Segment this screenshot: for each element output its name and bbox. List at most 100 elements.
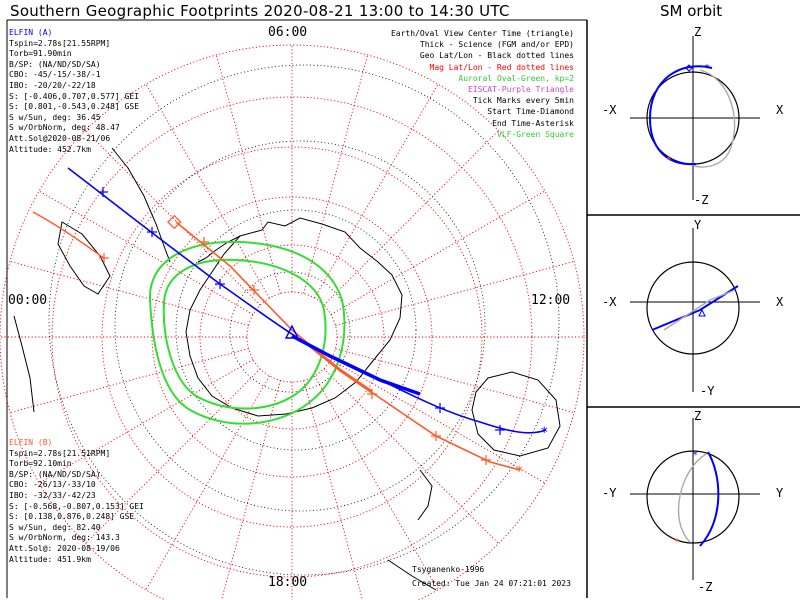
mag-lon-line	[303, 54, 369, 294]
orbit-xz-asterisk-b: *	[666, 155, 672, 166]
africa-outline	[57, 221, 111, 295]
legend-item: Earth/Oval View Center Time (triangle)	[390, 29, 574, 38]
elfin-a-line: S: [0.801,-0.543,0.248] GSE	[9, 102, 140, 112]
elfin-a-path	[67, 167, 547, 434]
orbit-panel-xy	[630, 228, 760, 392]
polar-map: * *	[0, 44, 585, 600]
orbit-panel-xz: * *	[630, 36, 760, 200]
orbit-xz-top-label: Z	[694, 25, 702, 39]
orbit-xz-diamond	[685, 64, 693, 72]
antarctic-peninsula-outline	[197, 235, 241, 263]
orbit-xy-top-label: Y	[694, 218, 702, 232]
orbit-xz-asterisk-a: *	[704, 63, 710, 74]
view-center-triangle	[284, 324, 300, 339]
orbit-xy-blue	[651, 285, 739, 331]
mlt-label-left: 00:00	[8, 293, 48, 308]
main-title: Southern Geographic Footprints 2020-08-2…	[10, 2, 510, 20]
orbit-yz-right-label: Y	[776, 486, 784, 500]
orbit-yz-left-label: -Y	[602, 486, 617, 500]
orbit-panel-yz: * *	[630, 418, 760, 580]
legend-item: Geo Lat/Lon - Black dotted lines	[419, 51, 574, 61]
model-credit: Tsyganenko-1996	[412, 565, 485, 574]
auroral-oval-outer	[148, 240, 346, 425]
south-america-outline	[111, 147, 171, 263]
elfin-b-info: ELFIN (B) Tspin=2.78s[21.51RPM] Torb=92.…	[9, 438, 144, 565]
mag-lon-line	[323, 368, 499, 544]
mlt-label-top: 06:00	[268, 25, 308, 40]
mag-lon-line	[335, 260, 575, 326]
mag-lon-lines	[0, 45, 584, 600]
geo-latlon-grid	[48, 64, 560, 576]
orbit-xz-bottom-label: -Z	[694, 193, 709, 207]
elfin-a-line: CBO: -45/-15/-38/-1	[9, 70, 101, 80]
orbit-xy-right-label: X	[776, 295, 784, 309]
elfin-a-line: S w/OrbNorm, deg: 48.47	[9, 123, 120, 133]
orbit-yz-asterisk-a: *	[692, 450, 698, 461]
tick-marks	[98, 187, 505, 465]
mag-lon-line	[215, 54, 281, 294]
mag-lon-line	[323, 130, 499, 306]
elfin-a-line: IBO: -20/20/-22/18	[9, 80, 96, 90]
legend: Earth/Oval View Center Time (triangle) T…	[391, 28, 574, 140]
mlt-label-right: 12:00	[531, 293, 571, 308]
orbit-xz-blue	[648, 65, 713, 166]
orbit-yz-top-label: Z	[694, 409, 702, 423]
mag-lon-line	[314, 375, 439, 591]
orbit-xy-left-label: -X	[602, 295, 617, 309]
elfin-a-end-asterisk: *	[540, 425, 548, 441]
elfin-a-info: ELFIN (A) Tspin=2.78s[21.55RPM] Torb=91.…	[9, 28, 139, 155]
elfin-b-line: Att.Sol@: 2020-08-19/06	[9, 543, 120, 553]
left-landmass-outline	[13, 315, 35, 413]
new-zealand-outline	[417, 469, 433, 521]
elfin-b-header: ELFIN (B)	[9, 438, 53, 447]
elfin-b-line: Tspin=2.78s[21.51RPM]	[9, 448, 111, 458]
mag-lon-line	[335, 348, 575, 414]
orbit-title: SM orbit	[660, 2, 723, 20]
legend-item: Start Time-Diamond	[487, 107, 574, 117]
mlt-label-bottom: 18:00	[268, 575, 308, 590]
elfin-a-science-segment	[291, 334, 421, 396]
mag-lon-line	[145, 375, 270, 591]
legend-item: EISCAT-Purple Triangle	[468, 85, 574, 95]
mag-lon-line	[330, 359, 546, 484]
elfin-b-path	[32, 211, 105, 259]
orbit-xz-left-label: -X	[602, 103, 617, 117]
elfin-a-line: Tspin=2.78s[21.55RPM]	[9, 38, 111, 48]
orbit-yz-bottom-label: -Z	[698, 580, 713, 594]
orbit-yz-asterisk-b: *	[674, 537, 680, 548]
legend-item: End Time-Asterisk	[492, 118, 574, 128]
orbit-yz-gray	[677, 453, 707, 543]
elfin-a-line: S: [-0.406,0.707,0.577] GEI	[9, 91, 140, 101]
elfin-b-line: S w/OrbNorm, deg: 143.3	[9, 533, 120, 543]
mag-lon-line	[330, 190, 546, 315]
mag-lon-line	[85, 368, 261, 544]
orbit-yz-blue	[699, 451, 720, 547]
mag-lon-line	[38, 190, 254, 315]
legend-item: Mag Lat/Lon - Red dotted lines	[429, 62, 575, 72]
created-timestamp: Created: Tue Jan 24 07:21:01 2023	[412, 579, 571, 588]
mag-lon-line	[38, 359, 254, 484]
elfin-b-line: Torb=92.10min	[9, 459, 72, 469]
elfin-b-line: B/SP: (NA/ND/SD/SA)	[9, 469, 101, 479]
elfin-b-line: Altitude: 451.9km	[9, 554, 91, 564]
elfin-b-line: IBO: -32/33/-42/23	[9, 490, 96, 500]
mag-lon-line	[9, 260, 249, 326]
elfin-a-track: *	[67, 167, 548, 441]
elfin-b-track: *	[32, 211, 523, 480]
lower-landmass-outline	[387, 559, 437, 591]
elfin-a-line: B/SP: (NA/ND/SD/SA)	[9, 59, 101, 69]
elfin-b-start-diamond	[167, 214, 182, 230]
elfin-b-line: CBO: -26/13/-33/10	[9, 480, 96, 490]
elfin-a-header: ELFIN (A)	[9, 28, 53, 37]
auroral-oval	[148, 240, 346, 425]
legend-item: Thick - Science (FGM and/or EPD)	[419, 40, 574, 50]
mag-lon-line	[303, 380, 363, 600]
elfin-a-line: Att.Sol@2020-08-21/06	[9, 133, 111, 143]
orbit-xy-triangle	[698, 308, 706, 317]
mag-lon-line	[314, 83, 439, 299]
elfin-b-line: S: [-0.568,-0.807,0.153] GEI	[9, 501, 144, 511]
legend-item: Tick Marks every 5min	[472, 96, 574, 106]
australia-outline	[471, 371, 561, 457]
legend-item: VLF-Green Square	[496, 129, 574, 139]
